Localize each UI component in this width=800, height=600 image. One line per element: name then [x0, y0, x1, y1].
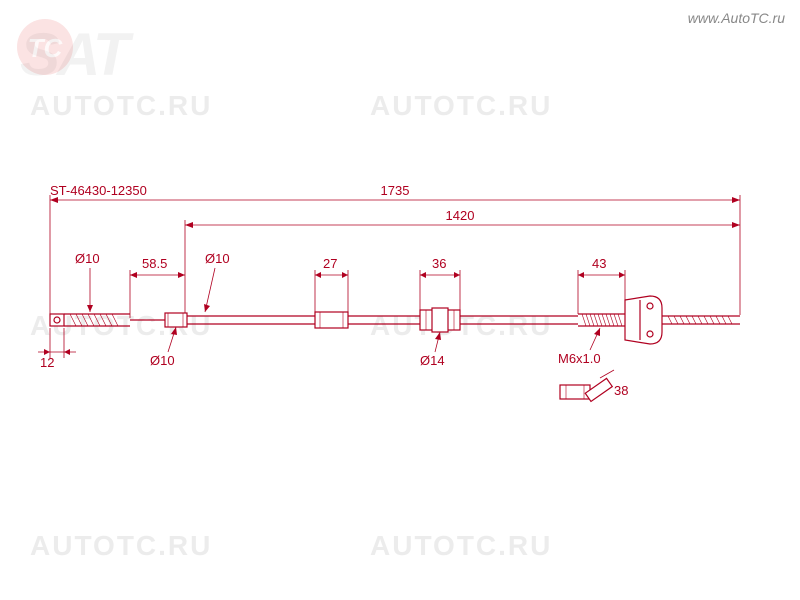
- dim-label: 43: [592, 256, 606, 271]
- dim-d10-c: Ø10: [150, 327, 177, 368]
- engineering-drawing: ST-46430-12350 1735 1420: [0, 0, 800, 600]
- dim-label: 1735: [381, 183, 410, 198]
- dim-d10-b: Ø10: [204, 251, 230, 312]
- dim-label: 38: [614, 383, 628, 398]
- detail-inset: 38: [560, 370, 628, 401]
- part-number: ST-46430-12350: [50, 183, 147, 198]
- mount-bracket: [625, 296, 662, 344]
- dim-36: 36: [420, 256, 460, 310]
- dim-overall-1735: 1735: [50, 183, 740, 315]
- thread-section: [578, 314, 625, 326]
- dim-label: 12: [40, 355, 54, 370]
- dim-label: Ø10: [150, 353, 175, 368]
- dim-label: 36: [432, 256, 446, 271]
- dim-label: M6x1.0: [558, 351, 601, 366]
- dim-m6: M6x1.0: [558, 328, 601, 366]
- dim-label: 1420: [446, 208, 475, 223]
- dim-label: Ø14: [420, 353, 445, 368]
- spring-tail: [662, 316, 740, 324]
- dim-label: Ø10: [205, 251, 230, 266]
- dim-d10-a: Ø10: [75, 251, 100, 312]
- dim-label: 27: [323, 256, 337, 271]
- dim-27: 27: [315, 256, 348, 312]
- dim-label: 58.5: [142, 256, 167, 271]
- dim-d14: Ø14: [420, 332, 445, 368]
- dim-43: 43: [578, 256, 625, 314]
- spring-section: [64, 314, 130, 326]
- dim-12: 12: [38, 328, 76, 370]
- dim-58-5: 58.5: [130, 256, 185, 318]
- dim-label: Ø10: [75, 251, 100, 266]
- cable-assembly: [50, 296, 740, 344]
